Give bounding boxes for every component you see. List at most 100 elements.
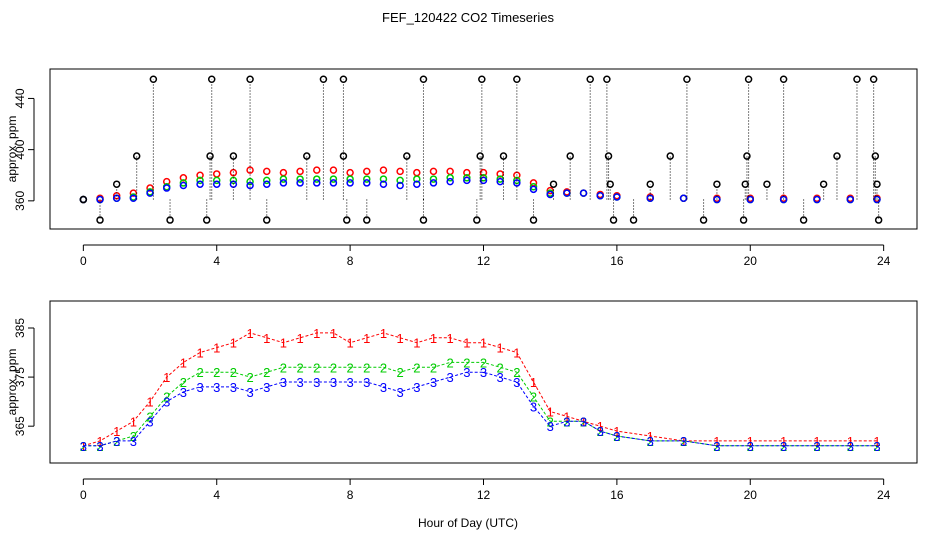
- data-point: [363, 167, 371, 176]
- series-point-label: 2: [96, 439, 103, 454]
- data-point: [196, 171, 204, 179]
- x-axis-label: Hour of Day (UTC): [418, 516, 518, 530]
- data-point: [396, 181, 404, 190]
- data-point: [529, 183, 538, 191]
- data-point: [666, 152, 674, 160]
- series-point-label: 3: [130, 434, 137, 449]
- series-point-label: 3: [230, 380, 237, 395]
- series-point-label: 1: [313, 326, 320, 341]
- series-point-label: 3: [463, 365, 470, 380]
- series-point-label: 2: [530, 390, 537, 405]
- data-point: [396, 167, 404, 176]
- series-point-label: 3: [647, 434, 654, 449]
- series-point-label: 3: [80, 439, 87, 454]
- data-point: [871, 152, 880, 160]
- series-point-label: 3: [813, 439, 820, 454]
- data-point: [296, 175, 304, 183]
- data-point: [339, 75, 348, 83]
- series-point-label: 1: [280, 336, 287, 351]
- series-point-label: 2: [463, 355, 470, 370]
- top-panel: approx. ppm 0 4 8 12 16 20 24 360 400 440: [5, 68, 918, 268]
- series-point-label: 2: [613, 429, 620, 444]
- series-point-label: 2: [280, 360, 287, 375]
- top-ticks: 0 4 8 12 16 20 24 360 400 440: [13, 88, 891, 268]
- series-point-label: 2: [780, 439, 787, 454]
- data-point: [403, 152, 411, 160]
- data-point: [779, 75, 788, 83]
- series-point-label: 1: [180, 355, 187, 370]
- data-point: [463, 168, 471, 177]
- data-point: [313, 166, 321, 174]
- series-point-label: 2: [180, 375, 187, 390]
- data-point: [799, 216, 808, 224]
- series-point-label: 1: [780, 434, 787, 449]
- series-point-label: 3: [513, 375, 520, 390]
- data-point: [363, 216, 371, 224]
- data-point: [546, 186, 554, 195]
- series-point-label: 1: [713, 434, 720, 449]
- x-tick-label: 12: [477, 488, 491, 502]
- series-point-label: 1: [230, 336, 237, 351]
- series-point-label: 3: [96, 439, 103, 454]
- data-point: [744, 75, 753, 83]
- data-point: [363, 179, 371, 187]
- data-point: [212, 180, 221, 188]
- data-point: [413, 168, 421, 177]
- series-point-label: 2: [113, 434, 120, 449]
- data-point: [329, 179, 338, 187]
- data-point: [819, 180, 828, 188]
- series-point-label: 3: [330, 375, 337, 390]
- series-point-label: 3: [313, 375, 320, 390]
- top-plot-frame: [49, 68, 918, 230]
- data-point: [604, 152, 613, 160]
- x-tick-label: 20: [744, 254, 758, 268]
- series-point-label: 1: [580, 414, 587, 429]
- series-point-label: 3: [530, 400, 537, 415]
- series-point-label: 1: [330, 326, 337, 341]
- y-tick-label: 360: [13, 191, 27, 211]
- data-point: [346, 179, 354, 187]
- x-tick-label: 16: [610, 488, 624, 502]
- series-point-label: 3: [613, 429, 620, 444]
- data-point: [279, 179, 288, 187]
- x-tick-label: 12: [477, 254, 491, 268]
- series-point-label: 2: [680, 434, 687, 449]
- series-point-label: 3: [196, 380, 203, 395]
- series-point-label: 1: [96, 434, 103, 449]
- data-point: [609, 216, 618, 224]
- series-point-label: 3: [480, 365, 487, 380]
- series-point-label: 3: [847, 439, 854, 454]
- series-point-label: 2: [873, 439, 880, 454]
- data-point: [586, 75, 594, 83]
- data-point: [202, 216, 211, 224]
- series-point-label: 3: [747, 439, 754, 454]
- data-point: [813, 195, 821, 204]
- series-point-label: 2: [330, 360, 337, 375]
- series-point-label: 2: [747, 439, 754, 454]
- data-point: [479, 168, 488, 177]
- data-point: [263, 176, 271, 185]
- data-point: [713, 180, 721, 188]
- data-point: [606, 180, 614, 188]
- series-point-label: 2: [647, 434, 654, 449]
- data-point: [246, 166, 254, 174]
- series-point-label: 3: [246, 385, 253, 400]
- data-point: [833, 152, 841, 160]
- series-point-label: 2: [246, 370, 253, 385]
- series-point-label: 1: [130, 414, 137, 429]
- data-point: [79, 195, 88, 204]
- data-point: [96, 216, 104, 224]
- data-point: [413, 180, 421, 188]
- series-point-label: 3: [363, 375, 370, 390]
- series-point-label: 1: [413, 336, 420, 351]
- series-point-label: 3: [397, 385, 404, 400]
- bottom-y-axis-label: approx. ppm: [5, 349, 19, 416]
- data-point: [546, 190, 554, 199]
- data-point: [313, 179, 321, 187]
- data-point: [429, 175, 438, 183]
- series-point-label: 1: [213, 341, 220, 356]
- series-point-label: 2: [363, 360, 370, 375]
- data-point: [166, 216, 174, 224]
- data-point: [379, 180, 388, 188]
